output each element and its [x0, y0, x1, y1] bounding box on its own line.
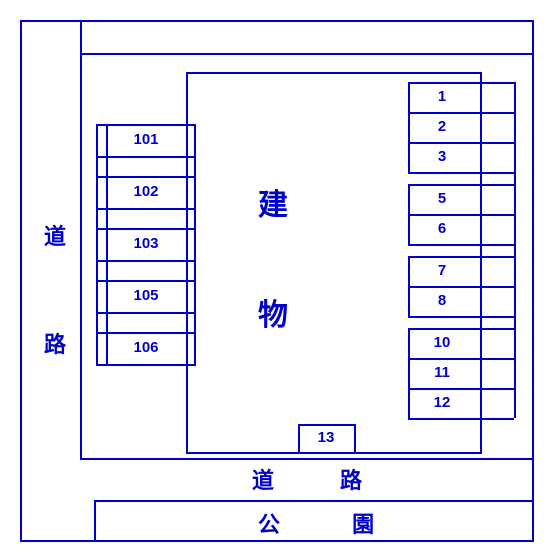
right-slot-10-top-ext [476, 328, 514, 330]
bottom-road-label: 道 路 [252, 466, 362, 497]
left-road-char-1: 道 [44, 222, 66, 253]
right-slot-8-bottom-ext [476, 316, 514, 318]
right-slot-7-top [408, 256, 476, 258]
building-right [480, 72, 482, 452]
left-slot-102: 102 [106, 183, 186, 200]
left-slots-bottom [96, 364, 196, 366]
right-slot-8-top-ext [476, 286, 514, 288]
right-slot-7-top-ext [476, 256, 514, 258]
right-slot-8-top [408, 286, 476, 288]
right-slot-10-top [408, 328, 476, 330]
right-slot-1-label: 1 [408, 88, 476, 105]
left-slots-div-0 [96, 156, 196, 158]
left-slots-inner-right [186, 124, 188, 364]
left-slots-div-6 [96, 312, 196, 314]
left-slots-div-2 [96, 208, 196, 210]
right-slot-3-bottom [408, 172, 476, 174]
right-slot-12-top-ext [476, 388, 514, 390]
right-slot-5-top [408, 184, 476, 186]
slot-13-top [298, 424, 354, 426]
left-slots-div-5 [96, 280, 196, 282]
right-slot-11-top-ext [476, 358, 514, 360]
left-slot-105: 105 [106, 287, 186, 304]
right-slot-5-top-ext [476, 184, 514, 186]
building-label-2: 物 [258, 295, 288, 337]
right-slot-12-bottom [408, 418, 476, 420]
right-slot-12-top [408, 388, 476, 390]
right-slot-10-label: 10 [408, 334, 476, 351]
building-top [186, 72, 480, 74]
right-slot-6-bottom-ext [476, 244, 514, 246]
mid-road-line [80, 458, 532, 460]
building-label-1: 建 [258, 185, 288, 227]
slot-13-label: 13 [298, 429, 354, 446]
right-slot-12-bottom-ext [476, 418, 514, 420]
right-slot-11-label: 11 [408, 364, 476, 381]
slot-13-right [354, 424, 356, 452]
right-slot-1-top [408, 82, 476, 84]
right-slot-7-label: 7 [408, 262, 476, 279]
left-slots-outer-left [96, 124, 98, 364]
left-slot-103: 103 [106, 235, 186, 252]
outer-frame-top [20, 20, 532, 22]
left-road-char-2: 路 [44, 330, 66, 361]
right-slot-3-top [408, 142, 476, 144]
right-slot-3-label: 3 [408, 148, 476, 165]
right-slot-2-top [408, 112, 476, 114]
outer-frame-left [20, 20, 22, 540]
slot-13-bottom [298, 452, 356, 454]
park-label: 公 園 [258, 510, 374, 541]
parking-layout-diagram: 建物道路道 路公 園101102103105106123567810111213 [0, 0, 560, 560]
left-slot-106: 106 [106, 339, 186, 356]
left-slot-101: 101 [106, 131, 186, 148]
left-slots-div-7 [96, 332, 196, 334]
right-slot-8-label: 8 [408, 292, 476, 309]
left-road-line [80, 20, 82, 458]
outer-frame-right [532, 20, 534, 540]
right-slots-outer-right [514, 82, 516, 418]
right-slot-6-top-ext [476, 214, 514, 216]
right-slot-2-top-ext [476, 112, 514, 114]
right-slot-6-bottom [408, 244, 476, 246]
right-slot-6-top [408, 214, 476, 216]
right-slot-8-bottom [408, 316, 476, 318]
park-left-line [94, 500, 96, 540]
left-slots-div-4 [96, 260, 196, 262]
right-slot-11-top [408, 358, 476, 360]
left-slots-div-3 [96, 228, 196, 230]
left-slots-outer-right [194, 124, 196, 364]
left-slots-top [96, 124, 196, 126]
right-slot-5-label: 5 [408, 190, 476, 207]
right-slot-12-label: 12 [408, 394, 476, 411]
park-top-line [94, 500, 532, 502]
right-slot-2-label: 2 [408, 118, 476, 135]
right-slot-3-top-ext [476, 142, 514, 144]
right-slot-6-label: 6 [408, 220, 476, 237]
top-road-line [80, 53, 532, 55]
left-slots-div-1 [96, 176, 196, 178]
right-slot-3-bottom-ext [476, 172, 514, 174]
right-slot-1-top-ext [476, 82, 514, 84]
